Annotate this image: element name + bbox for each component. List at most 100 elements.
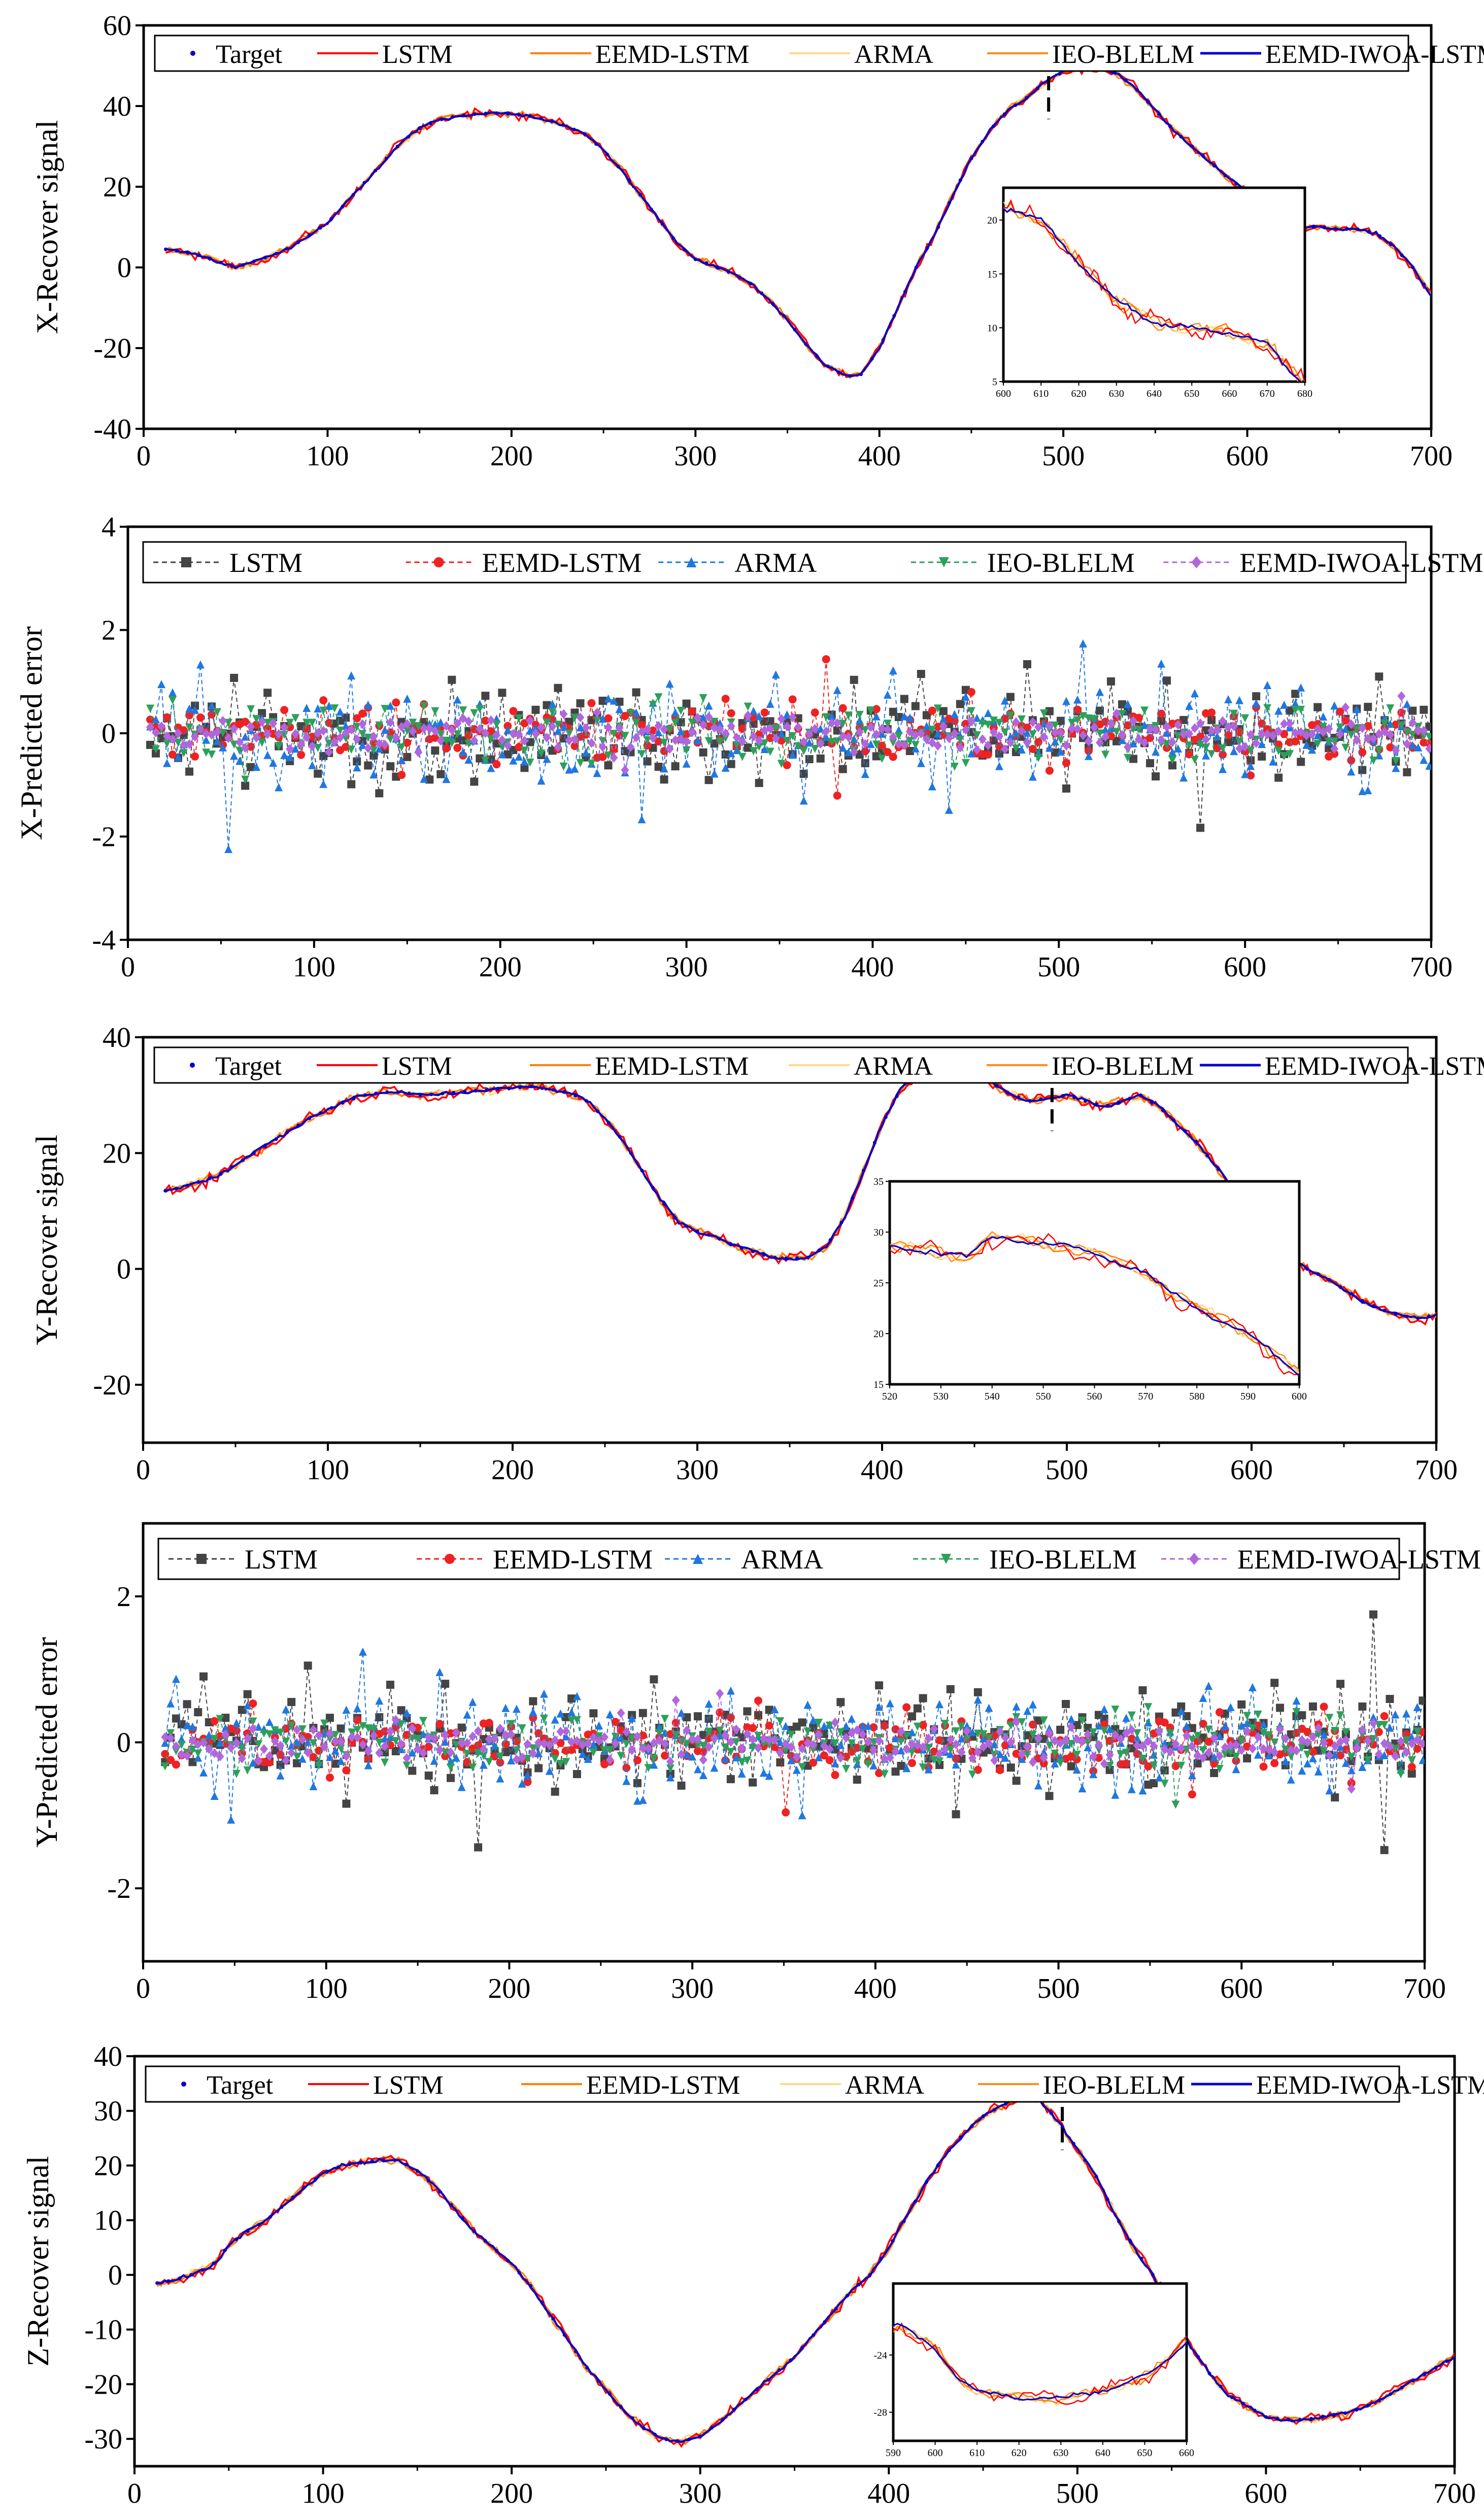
marker-triangle-down bbox=[254, 1740, 263, 1749]
marker-triangle-up bbox=[1078, 1784, 1087, 1793]
marker-square bbox=[638, 1709, 647, 1717]
marker-diamond bbox=[1105, 1750, 1114, 1760]
marker-diamond bbox=[369, 731, 378, 742]
marker-triangle-down bbox=[682, 746, 691, 755]
marker-triangle-up bbox=[666, 1773, 674, 1782]
inset-x-tick-label: 610 bbox=[969, 2447, 985, 2459]
marker-square bbox=[498, 689, 507, 697]
target-point bbox=[166, 2279, 171, 2283]
marker-square bbox=[1051, 748, 1059, 757]
marker-circle bbox=[445, 1554, 455, 1564]
marker-square bbox=[1270, 1679, 1279, 1687]
marker-diamond bbox=[649, 733, 657, 743]
marker-triangle-down bbox=[952, 1727, 960, 1735]
marker-triangle-up bbox=[798, 1811, 806, 1820]
marker-diamond bbox=[939, 721, 948, 731]
marker-diamond bbox=[291, 729, 300, 739]
marker-triangle-down bbox=[1135, 726, 1143, 734]
target-point bbox=[1124, 78, 1128, 82]
x-tick-label: 200 bbox=[488, 1973, 530, 2004]
target-point bbox=[186, 251, 190, 255]
marker-circle bbox=[1380, 1712, 1389, 1720]
marker-triangle-down bbox=[683, 1740, 691, 1748]
marker-circle bbox=[435, 1720, 444, 1728]
marker-triangle-up bbox=[342, 1706, 351, 1714]
marker-triangle-up bbox=[858, 1722, 867, 1730]
marker-diamond bbox=[850, 747, 858, 757]
marker-triangle-down bbox=[409, 719, 417, 727]
marker-square bbox=[683, 1713, 691, 1722]
marker-triangle-up bbox=[805, 738, 814, 747]
marker-triangle-down bbox=[1341, 743, 1350, 752]
target-point bbox=[706, 1233, 711, 1237]
marker-triangle-up bbox=[325, 701, 333, 710]
marker-diamond bbox=[587, 738, 596, 748]
marker-triangle-down bbox=[617, 1752, 625, 1760]
x-tick-label: 200 bbox=[479, 951, 522, 983]
inset-series-line-eemd-lstm bbox=[890, 1235, 1299, 1371]
marker-square bbox=[693, 1712, 702, 1721]
marker-triangle-down bbox=[1073, 716, 1082, 725]
target-point bbox=[1150, 1100, 1154, 1104]
marker-triangle-up bbox=[1152, 747, 1160, 756]
marker-diamond bbox=[403, 719, 412, 729]
target-point bbox=[991, 124, 995, 128]
marker-square bbox=[1138, 1686, 1147, 1694]
marker-triangle-up bbox=[1056, 747, 1065, 756]
marker-circle bbox=[163, 713, 172, 722]
marker-square bbox=[459, 736, 467, 745]
marker-triangle-down bbox=[1078, 1716, 1087, 1725]
marker-triangle-up bbox=[1202, 751, 1210, 760]
marker-diamond bbox=[1028, 717, 1037, 727]
marker-triangle-up bbox=[232, 1719, 241, 1727]
marker-diamond bbox=[308, 741, 317, 752]
marker-diamond bbox=[1286, 719, 1294, 729]
marker-diamond bbox=[940, 1745, 949, 1755]
marker-diamond bbox=[1023, 737, 1031, 747]
marker-diamond bbox=[771, 733, 780, 743]
marker-diamond bbox=[666, 1756, 674, 1767]
marker-triangle-down bbox=[1369, 756, 1378, 765]
marker-diamond bbox=[922, 734, 931, 744]
marker-circle bbox=[1124, 721, 1132, 730]
marker-triangle-down bbox=[644, 1764, 653, 1773]
target-point bbox=[1378, 234, 1382, 238]
legend-label: EEMD-LSTM bbox=[482, 548, 642, 578]
marker-triangle-down bbox=[787, 1730, 795, 1739]
marker-diamond bbox=[336, 1736, 345, 1747]
marker-diamond bbox=[1331, 1741, 1339, 1751]
target-point bbox=[562, 1089, 566, 1094]
target-point bbox=[1035, 86, 1039, 90]
target-point bbox=[1168, 124, 1172, 128]
marker-triangle-up bbox=[1100, 1705, 1108, 1714]
marker-triangle-up bbox=[897, 1746, 905, 1755]
target-point bbox=[572, 127, 576, 131]
target-point bbox=[302, 2186, 306, 2190]
target-point bbox=[837, 370, 841, 374]
marker-triangle-down bbox=[315, 1761, 323, 1770]
marker-triangle-up bbox=[699, 1771, 707, 1780]
target-point bbox=[280, 2205, 284, 2209]
marker-square bbox=[905, 747, 914, 755]
marker-triangle-up bbox=[161, 1739, 170, 1747]
marker-triangle-down bbox=[688, 718, 696, 727]
marker-diamond bbox=[1034, 722, 1042, 732]
marker-triangle-up bbox=[1425, 761, 1431, 770]
target-point bbox=[891, 2239, 895, 2243]
target-point bbox=[771, 302, 775, 306]
target-point bbox=[197, 253, 201, 257]
marker-circle bbox=[1133, 1750, 1141, 1758]
marker-triangle-up bbox=[1012, 1702, 1021, 1711]
marker-diamond bbox=[946, 1734, 955, 1745]
marker-triangle-up bbox=[487, 764, 495, 772]
marker-square bbox=[1297, 758, 1305, 766]
y-tick-label: 40 bbox=[103, 91, 131, 122]
marker-diamond bbox=[1090, 722, 1098, 733]
marker-triangle-down bbox=[825, 1721, 834, 1730]
marker-diamond bbox=[249, 1724, 257, 1734]
marker-triangle-down bbox=[941, 1554, 951, 1564]
marker-triangle-up bbox=[799, 796, 808, 805]
marker-triangle-down bbox=[276, 1728, 285, 1737]
legend-label: LSTM bbox=[373, 2071, 444, 2100]
marker-diamond bbox=[1095, 737, 1104, 748]
